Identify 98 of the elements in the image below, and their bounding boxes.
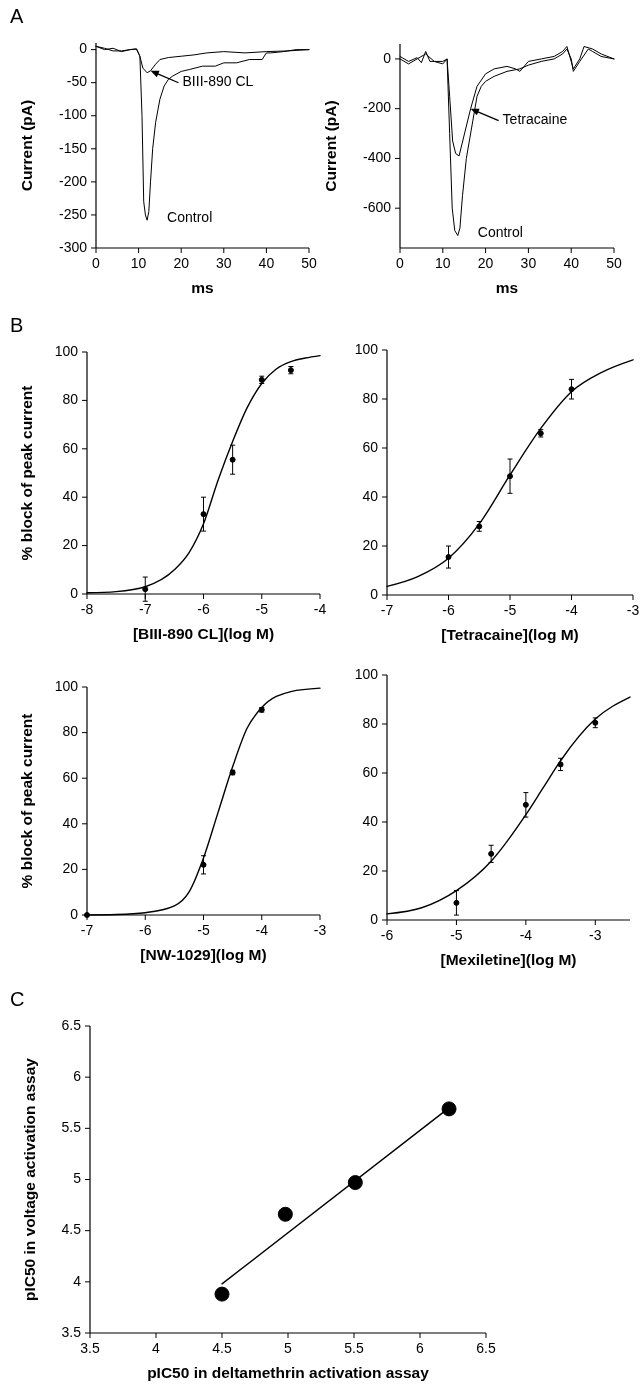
y-tick-label: 20 — [62, 536, 79, 553]
x-tick-label: -4 — [519, 927, 533, 943]
x-tick-label: -5 — [255, 601, 269, 617]
x-tick-label: -4 — [313, 601, 327, 617]
y-tick-label: -250 — [58, 205, 88, 222]
y-tick-label: 60 — [62, 439, 79, 456]
x-tick-label: -7 — [80, 922, 94, 938]
x-tick-label: 0 — [92, 255, 101, 271]
series-label: Control — [167, 208, 213, 225]
y-tick-label: 6 — [73, 1067, 82, 1084]
y-tick-label: 80 — [362, 714, 379, 731]
x-tick-label: -6 — [442, 602, 455, 618]
chart-title: B — [10, 314, 24, 336]
x-tick-label: 0 — [396, 255, 405, 271]
y-axis-title: Current (pA) — [322, 100, 340, 192]
y-tick-label: 100 — [354, 665, 379, 682]
y-tick-label: 20 — [62, 860, 79, 877]
x-tick-label: -6 — [197, 601, 210, 617]
x-tick-label: -5 — [197, 922, 210, 938]
x-tick-label: 10 — [435, 255, 451, 271]
series-label: Control — [477, 224, 523, 241]
y-tick-label: 5 — [73, 1170, 82, 1187]
x-tick-label: -6 — [139, 922, 152, 938]
x-tick-label: -3 — [589, 927, 602, 943]
y-tick-label: 3.5 — [61, 1323, 82, 1340]
x-axis-title: [Mexiletine](log M) — [440, 951, 577, 968]
x-tick-label: -8 — [80, 601, 94, 617]
y-tick-label: 20 — [362, 536, 379, 553]
x-axis-title: [Tetracaine](log M) — [441, 626, 579, 643]
y-tick-label: 0 — [370, 910, 379, 927]
x-tick-label: 40 — [258, 255, 275, 271]
x-tick-label: 4.5 — [212, 1340, 232, 1356]
y-tick-label: -50 — [66, 73, 88, 90]
x-axis-title: pIC50 in deltamethrin activation assay — [147, 1364, 430, 1381]
x-axis-title: [BIII-890 CL](log M) — [132, 625, 275, 642]
x-tick-label: -6 — [380, 927, 394, 943]
y-tick-label: -300 — [58, 238, 88, 255]
x-tick-label: 50 — [606, 255, 622, 271]
y-tick-label: -150 — [58, 139, 88, 156]
y-axis-title: Current (pA) — [18, 99, 36, 192]
x-tick-label: 50 — [301, 255, 317, 271]
x-tick-label: -3 — [626, 602, 640, 618]
x-axis-title: ms — [495, 279, 519, 296]
x-tick-label: 20 — [477, 255, 494, 271]
x-axis-title: ms — [191, 279, 214, 296]
x-axis-title: [NW-1029](log M) — [140, 946, 267, 963]
y-tick-label: 80 — [62, 723, 79, 740]
y-tick-label: 5.5 — [61, 1119, 82, 1136]
x-tick-label: -7 — [139, 601, 152, 617]
y-tick-label: -600 — [362, 198, 392, 215]
y-tick-label: 6.5 — [61, 1016, 82, 1033]
y-tick-label: 0 — [370, 585, 379, 602]
y-tick-label: 0 — [79, 40, 88, 57]
legend-label: BIII-890 CL — [182, 73, 254, 90]
y-tick-label: 0 — [70, 584, 79, 601]
y-tick-label: 80 — [62, 391, 79, 408]
x-tick-label: -7 — [380, 602, 394, 618]
x-tick-label: 5.5 — [344, 1340, 364, 1356]
y-axis-title: % block of peak current — [17, 385, 35, 561]
x-tick-label: -5 — [450, 927, 463, 943]
y-tick-label: 60 — [362, 438, 379, 455]
y-tick-label: 100 — [354, 340, 379, 357]
x-tick-label: -5 — [503, 602, 517, 618]
legend-label: Tetracaine — [502, 111, 568, 128]
y-tick-label: 100 — [54, 342, 79, 359]
y-tick-label: -200 — [362, 99, 392, 116]
x-tick-label: -4 — [255, 922, 269, 938]
y-tick-label: -100 — [58, 106, 88, 123]
chart-title: A — [10, 5, 24, 27]
y-tick-label: 4.5 — [61, 1221, 82, 1238]
x-tick-label: 40 — [563, 255, 580, 271]
chart-title: C — [10, 988, 25, 1010]
y-tick-label: 0 — [70, 905, 79, 922]
y-tick-label: 60 — [362, 763, 379, 780]
y-axis-title: pIC50 in voltage activation assay — [20, 1057, 38, 1301]
x-tick-label: 6.5 — [476, 1340, 496, 1356]
y-tick-label: 40 — [362, 487, 379, 504]
x-tick-label: 20 — [173, 255, 190, 271]
y-tick-label: 40 — [362, 812, 379, 829]
x-tick-label: 30 — [216, 255, 232, 271]
x-tick-label: 6 — [416, 1340, 425, 1356]
x-tick-label: 4 — [152, 1340, 161, 1356]
y-tick-label: -400 — [362, 149, 392, 166]
x-tick-label: -4 — [565, 602, 578, 618]
x-tick-label: 5 — [284, 1340, 293, 1356]
y-tick-label: 80 — [362, 389, 379, 406]
y-tick-label: -200 — [58, 172, 88, 189]
y-tick-label: 0 — [383, 49, 392, 66]
y-tick-label: 40 — [62, 814, 79, 831]
y-axis-title: % block of peak current — [17, 713, 35, 889]
y-tick-label: 60 — [62, 768, 79, 785]
x-tick-label: 10 — [130, 255, 147, 271]
y-tick-label: 20 — [362, 861, 379, 878]
x-tick-label: 30 — [520, 255, 537, 271]
y-tick-label: 4 — [73, 1272, 82, 1289]
y-tick-label: 40 — [62, 487, 79, 504]
y-tick-label: 100 — [54, 677, 79, 694]
x-tick-label: -3 — [313, 922, 327, 938]
